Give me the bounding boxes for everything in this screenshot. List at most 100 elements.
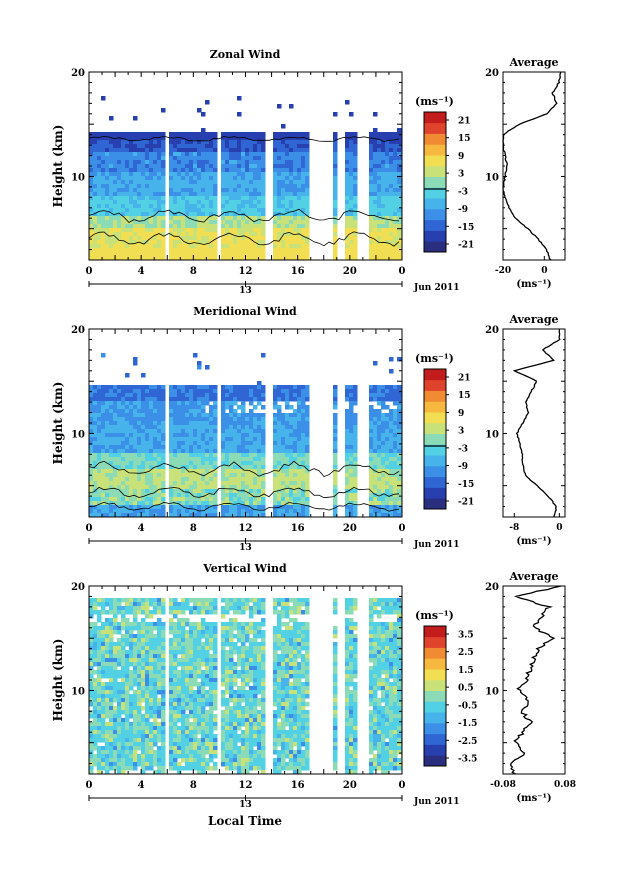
data-cell xyxy=(205,100,210,105)
data-cell xyxy=(277,232,282,237)
data-cell xyxy=(397,449,402,454)
data-cell xyxy=(229,228,234,233)
data-cell xyxy=(257,457,262,462)
data-cell xyxy=(397,441,402,446)
data-cell xyxy=(221,501,226,506)
data-cell xyxy=(249,461,254,466)
data-cell xyxy=(113,622,118,627)
data-cell xyxy=(301,164,306,169)
data-cell xyxy=(97,501,102,506)
data-cell xyxy=(109,445,114,450)
data-cell xyxy=(141,200,146,205)
data-cell xyxy=(261,144,266,149)
data-cell xyxy=(93,429,98,434)
data-cell xyxy=(273,441,278,446)
data-cell xyxy=(385,168,390,173)
data-cell xyxy=(373,602,378,607)
data-cell xyxy=(141,497,146,502)
data-cell xyxy=(245,457,250,462)
data-cell xyxy=(253,232,258,237)
data-cell xyxy=(185,622,190,627)
data-cell xyxy=(149,240,154,245)
data-cell xyxy=(201,216,206,221)
data-cell xyxy=(381,192,386,197)
data-cell xyxy=(89,614,94,619)
data-cell xyxy=(117,208,122,213)
data-cell xyxy=(305,164,310,169)
data-cell xyxy=(101,457,106,462)
data-cell xyxy=(129,417,134,422)
data-cell xyxy=(249,598,254,603)
data-cell xyxy=(185,224,190,229)
data-cell xyxy=(145,509,150,514)
data-cell xyxy=(273,168,278,173)
data-cell xyxy=(209,497,214,502)
data-cell xyxy=(225,598,230,603)
data-cell xyxy=(157,224,162,229)
data-cell xyxy=(301,449,306,454)
data-cell xyxy=(189,401,194,406)
data-cell xyxy=(205,144,210,149)
data-cell xyxy=(225,248,230,253)
average-frame xyxy=(502,328,566,518)
data-cell xyxy=(109,136,114,141)
average-y-tick-label: 10 xyxy=(485,429,499,440)
data-cell xyxy=(333,401,338,406)
data-cell xyxy=(209,425,214,430)
data-cell xyxy=(169,248,174,253)
data-cell xyxy=(101,156,106,161)
data-cell xyxy=(113,425,118,430)
data-cell xyxy=(257,220,262,225)
data-cell xyxy=(381,224,386,229)
data-cell xyxy=(373,449,378,454)
data-cell xyxy=(101,192,106,197)
data-cell xyxy=(377,477,382,482)
data-cell xyxy=(117,152,122,157)
data-cell xyxy=(109,397,114,402)
data-cell xyxy=(277,457,282,462)
data-cell xyxy=(93,216,98,221)
data-cell xyxy=(241,437,246,442)
data-cell xyxy=(281,513,286,518)
data-cell xyxy=(105,405,110,410)
data-cell xyxy=(125,481,130,486)
data-cell xyxy=(189,224,194,229)
data-cell xyxy=(281,614,286,619)
data-cell xyxy=(157,509,162,514)
data-cell xyxy=(369,180,374,185)
data-cell xyxy=(245,208,250,213)
data-cell xyxy=(229,421,234,426)
data-cell xyxy=(261,610,266,615)
data-cell xyxy=(237,228,242,233)
data-cell xyxy=(373,208,378,213)
data-cell xyxy=(381,405,386,410)
data-cell xyxy=(233,497,238,502)
data-cell xyxy=(125,152,130,157)
data-cell xyxy=(137,132,142,137)
data-cell xyxy=(345,389,350,394)
colorbar-segment xyxy=(424,230,446,242)
data-cell xyxy=(249,437,254,442)
data-cell xyxy=(245,626,250,631)
data-cell xyxy=(205,497,210,502)
data-cell xyxy=(109,473,114,478)
data-cell xyxy=(169,485,174,490)
data-cell xyxy=(141,469,146,474)
data-cell xyxy=(189,200,194,205)
data-cell xyxy=(125,501,130,506)
data-cell xyxy=(297,509,302,514)
data-cell xyxy=(221,168,226,173)
data-cell xyxy=(149,172,154,177)
data-cell xyxy=(389,429,394,434)
data-cell xyxy=(385,505,390,510)
data-cell xyxy=(153,192,158,197)
data-cell xyxy=(233,437,238,442)
data-cell xyxy=(145,513,150,518)
data-cell xyxy=(253,252,258,257)
data-cell xyxy=(113,228,118,233)
data-cell xyxy=(397,501,402,506)
data-cell xyxy=(93,602,98,607)
data-cell xyxy=(261,192,266,197)
data-cell xyxy=(285,513,290,518)
data-cell xyxy=(289,509,294,514)
